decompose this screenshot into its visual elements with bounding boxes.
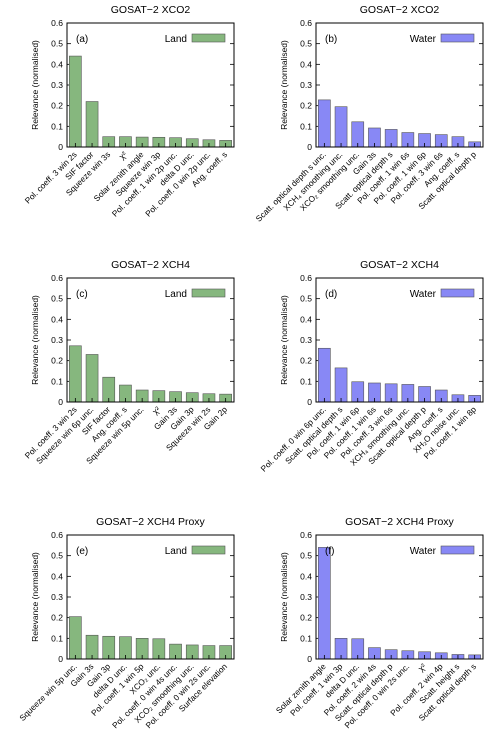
panel-label: (b) xyxy=(325,34,337,45)
y-tick-label: 0 xyxy=(307,142,312,152)
y-tick-label: 0.1 xyxy=(51,633,63,643)
bar xyxy=(69,345,82,403)
y-tick-label: 0.5 xyxy=(300,39,312,49)
y-tick-label: 0.1 xyxy=(300,376,312,386)
y-tick-label: 0.5 xyxy=(300,551,312,561)
chart-title: GOSAT−2 XCO2 xyxy=(111,4,191,16)
y-tick-label: 0.4 xyxy=(51,314,63,324)
y-axis-label: Relevance (normalised) xyxy=(279,552,289,642)
bar xyxy=(318,347,331,403)
y-tick-label: 0.3 xyxy=(300,592,312,602)
legend-label: Land xyxy=(165,289,187,300)
panel-d: GOSAT−2 XCH4 0 0.1 0.2 0.3 0.4 0.5 0.6 Relevance… xyxy=(259,259,484,474)
plot-frame xyxy=(315,534,484,660)
legend-swatch xyxy=(440,545,475,555)
panel-f: GOSAT−2 XCH4 Proxy 0 0.1 0.2 0.3 0.4 0.5 0.6 Rel… xyxy=(274,516,484,730)
panel-label: (a) xyxy=(76,34,88,45)
chart-title: GOSAT−2 XCO2 xyxy=(360,4,440,16)
plot-frame xyxy=(315,22,484,148)
plot-frame xyxy=(66,277,235,403)
y-tick-label: 0.6 xyxy=(300,18,312,28)
y-tick-label: 0.1 xyxy=(51,121,63,131)
y-tick-label: 0.3 xyxy=(300,80,312,90)
y-tick-label: 0.2 xyxy=(51,613,63,623)
y-tick-label: 0.6 xyxy=(300,530,312,540)
chart-title: GOSAT−2 XCH4 Proxy xyxy=(345,516,454,528)
y-tick-label: 0 xyxy=(58,397,63,407)
x-tick-label: Pol. coeff. 0 win 6p unc. xyxy=(259,404,328,473)
y-tick-label: 0 xyxy=(307,397,312,407)
panel-b: GOSAT−2 XCO2 0 0.1 0.2 0.3 0.4 0.5 0.6 Relevance… xyxy=(254,4,484,224)
y-tick-label: 0 xyxy=(307,654,312,664)
y-tick-label: 0.3 xyxy=(51,80,63,90)
y-tick-label: 0.4 xyxy=(51,571,63,581)
y-tick-label: 0.2 xyxy=(300,356,312,366)
panel-c: GOSAT−2 XCH4 0 0.1 0.2 0.3 0.4 0.5 0.6 Relevance… xyxy=(23,259,235,466)
y-tick-label: 0.1 xyxy=(300,633,312,643)
y-tick-label: 0.2 xyxy=(51,356,63,366)
bar xyxy=(85,354,99,403)
y-tick-label: 0.1 xyxy=(300,121,312,131)
legend-label: Water xyxy=(410,289,437,300)
y-axis-label: Relevance (normalised) xyxy=(30,295,40,385)
y-tick-label: 0.4 xyxy=(300,571,312,581)
panel-label: (e) xyxy=(76,546,88,557)
legend-swatch xyxy=(191,33,226,43)
y-tick-label: 0.6 xyxy=(51,530,63,540)
chart-title: GOSAT−2 XCH4 xyxy=(111,259,190,271)
panel-label: (c) xyxy=(76,289,88,300)
legend-label: Water xyxy=(410,546,437,557)
bar xyxy=(318,99,331,148)
bar xyxy=(69,55,82,148)
legend-label: Land xyxy=(165,546,187,557)
y-axis-label: Relevance (normalised) xyxy=(30,40,40,130)
y-tick-label: 0.1 xyxy=(51,376,63,386)
bar xyxy=(69,616,82,660)
y-tick-label: 0 xyxy=(58,142,63,152)
bar xyxy=(334,367,348,403)
chart-title: GOSAT−2 XCH4 xyxy=(360,259,439,271)
legend-swatch xyxy=(440,288,475,298)
y-tick-label: 0.6 xyxy=(51,273,63,283)
y-tick-label: 0.3 xyxy=(51,592,63,602)
y-tick-label: 0.2 xyxy=(51,101,63,111)
y-tick-label: 0.4 xyxy=(300,59,312,69)
y-axis-label: Relevance (normalised) xyxy=(279,295,289,385)
panel-label: (f) xyxy=(325,546,334,557)
y-tick-label: 0 xyxy=(58,654,63,664)
legend-label: Water xyxy=(410,34,437,45)
y-tick-label: 0.3 xyxy=(51,335,63,345)
y-tick-label: 0.4 xyxy=(300,314,312,324)
y-tick-label: 0.3 xyxy=(300,335,312,345)
x-tick-label: Squeeze win 5p unc. xyxy=(17,661,79,723)
bar xyxy=(85,101,99,148)
legend-swatch xyxy=(191,288,226,298)
y-tick-label: 0.5 xyxy=(300,294,312,304)
plot-frame xyxy=(315,277,484,403)
y-tick-label: 0.2 xyxy=(300,613,312,623)
plot-frame xyxy=(66,534,235,660)
y-tick-label: 0.6 xyxy=(300,273,312,283)
chart-title: GOSAT−2 XCH4 Proxy xyxy=(96,516,205,528)
panel-e: GOSAT−2 XCH4 Proxy 0 0.1 0.2 0.3 0.4 0.5 0.6 Rel… xyxy=(17,516,235,730)
y-tick-label: 0.5 xyxy=(51,551,63,561)
y-tick-label: 0.4 xyxy=(51,59,63,69)
panel-label: (d) xyxy=(325,289,337,300)
legend-swatch xyxy=(191,545,226,555)
y-axis-label: Relevance (normalised) xyxy=(30,552,40,642)
y-tick-label: 0.6 xyxy=(51,18,63,28)
y-tick-label: 0.2 xyxy=(300,101,312,111)
y-tick-label: 0.5 xyxy=(51,294,63,304)
legend-label: Land xyxy=(165,34,187,45)
y-axis-label: Relevance (normalised) xyxy=(279,40,289,130)
bar xyxy=(318,547,331,660)
plot-frame xyxy=(66,22,235,148)
panel-a: GOSAT−2 XCO2 0 0.1 0.2 0.3 0.4 0.5 0.6 Relevance… xyxy=(23,4,235,219)
bar xyxy=(334,106,348,148)
y-tick-label: 0.5 xyxy=(51,39,63,49)
legend-swatch xyxy=(440,33,475,43)
